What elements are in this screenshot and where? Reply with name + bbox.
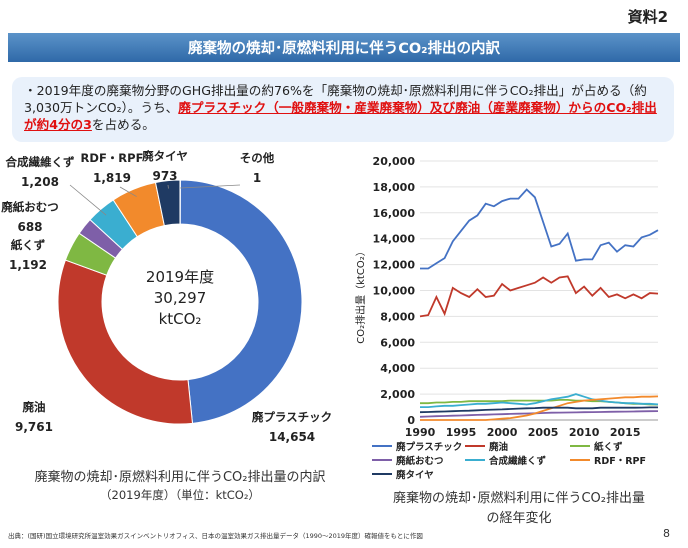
donut-slice-label: 廃タイヤ <box>142 149 188 163</box>
donut-slice-label: RDF・RPF <box>81 151 144 165</box>
donut-slice-value: 688 <box>17 220 42 234</box>
donut-slice-value: 9,761 <box>15 420 53 434</box>
y-tick-label: 0 <box>407 414 415 427</box>
series-line <box>420 188 659 270</box>
x-tick-label: 2010 <box>569 426 600 439</box>
y-tick-label: 8,000 <box>380 310 415 323</box>
legend-label: RDF・RPF <box>594 456 646 467</box>
line-caption-title: 廃棄物の焼却･原燃料利用に伴うCO₂排出量 <box>392 491 646 506</box>
donut-chart: 廃プラスチック 14,654 廃油 9,761 紙くず 1,192 廃紙おむつ 688 合成繊維… <box>1 149 332 444</box>
y-tick-label: 12,000 <box>373 259 416 272</box>
x-tick-label: 2005 <box>528 426 559 439</box>
series-line <box>419 410 659 418</box>
donut-slice-label: 廃紙おむつ <box>1 200 59 214</box>
donut-slice <box>57 259 194 425</box>
donut-slice-value: 973 <box>152 169 177 183</box>
donut-leader-line <box>119 186 137 197</box>
donut-slice-label: その他 <box>240 151 275 165</box>
donut-slice-value: 14,654 <box>269 430 315 444</box>
y-tick-label: 2,000 <box>380 388 415 401</box>
donut-caption-sub: （2019年度）（単位：ktCO₂） <box>100 488 260 502</box>
series-line <box>420 393 659 409</box>
source-note: 出典：(国研)国立環境研究所温室効果ガスインベントリオフィス、日本の温室効果ガス… <box>8 532 423 540</box>
summary-box: ・2019年度の廃棄物分野のGHG排出量の約76%を「廃棄物の焼却･原燃料利用に… <box>12 77 674 142</box>
donut-slice-value: 1 <box>253 171 261 185</box>
donut-slice-value: 1,192 <box>9 258 47 272</box>
legend-label: 合成繊維くず <box>489 455 547 467</box>
legend-label: 廃紙おむつ <box>396 455 444 467</box>
legend-label: 廃プラスチック <box>396 441 462 453</box>
donut-slice-value: 1,208 <box>21 175 59 189</box>
legend-label: 廃タイヤ <box>396 469 434 481</box>
donut-center-label: ktCO₂ <box>159 310 202 328</box>
summary-text: ・2019年度の廃棄物分野のGHG排出量の約76%を「廃棄物の焼却･原燃料利用に… <box>24 82 664 133</box>
donut-slice-value: 1,819 <box>93 171 131 185</box>
donut-center-label: 2019年度 <box>146 268 214 286</box>
page-title: 廃棄物の焼却･原燃料利用に伴うCO₂排出の内訳 <box>8 33 680 62</box>
series-line <box>419 406 658 414</box>
page-number: 8 <box>663 527 670 540</box>
line-caption: 廃棄物の焼却･原燃料利用に伴うCO₂排出量 の経年変化 <box>360 487 678 526</box>
summary-part2: を占める。 <box>91 117 155 132</box>
summary-highlight: 廃プラスチック（一般廃棄物・産業廃棄物）及び廃油（産業廃棄物）からのCO₂排出が… <box>24 100 657 132</box>
donut-caption: 廃棄物の焼却･原燃料利用に伴うCO₂排出量の内訳 （2019年度）（単位：ktC… <box>10 466 350 503</box>
line-caption-sub: の経年変化 <box>486 511 552 526</box>
x-tick-label: 2000 <box>487 426 518 439</box>
legend-label: 廃油 <box>489 441 508 453</box>
y-axis-label: CO₂排出量（ktCO₂） <box>354 246 367 343</box>
donut-leader-line <box>180 184 241 189</box>
y-tick-label: 10,000 <box>373 285 416 298</box>
donut-slice-label: 合成繊維くず <box>6 155 75 169</box>
series-line <box>419 275 659 318</box>
y-tick-label: 20,000 <box>373 155 416 168</box>
line-chart: 0 2,000 4,000 6,000 8,000 10,000 12,000 14,000 1… <box>354 155 659 481</box>
summary-part1: ・2019年度の廃棄物分野のGHG排出量の約76%を「廃棄物の焼却･原燃料利用に… <box>24 83 647 115</box>
donut-center-label: 30,297 <box>154 289 207 307</box>
donut-slice <box>179 179 303 424</box>
x-tick-label: 1990 <box>405 426 436 439</box>
y-tick-label: 16,000 <box>373 207 416 220</box>
document-tag: 資料2 <box>627 8 668 26</box>
donut-slice-label: 廃プラスチック <box>252 410 332 424</box>
y-tick-label: 18,000 <box>373 181 416 194</box>
donut-slice-label: 紙くず <box>11 238 46 252</box>
x-tick-label: 1995 <box>446 426 477 439</box>
y-tick-label: 4,000 <box>380 362 415 375</box>
donut-caption-title: 廃棄物の焼却･原燃料利用に伴うCO₂排出量の内訳 <box>34 470 326 485</box>
legend-label: 紙くず <box>594 441 623 453</box>
series-line <box>420 395 659 421</box>
donut-slice-label: 廃油 <box>23 400 46 414</box>
y-tick-label: 6,000 <box>380 336 415 349</box>
y-tick-label: 14,000 <box>373 233 416 246</box>
donut-leader-line <box>69 184 107 216</box>
x-tick-label: 2015 <box>610 426 641 439</box>
